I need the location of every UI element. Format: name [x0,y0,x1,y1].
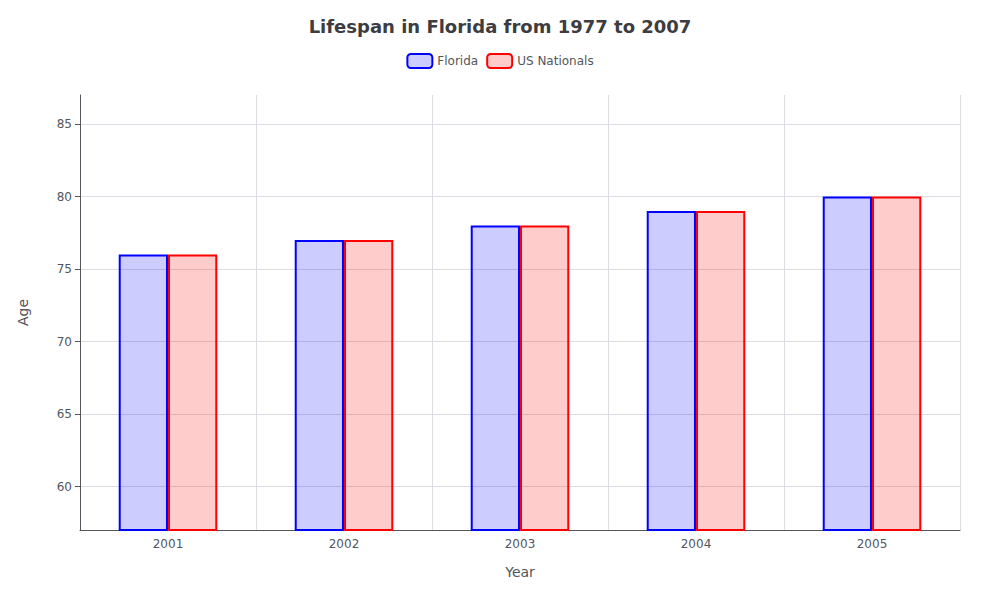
svg-text:65: 65 [57,407,72,421]
svg-text:Year: Year [504,564,535,580]
svg-text:2003: 2003 [505,537,536,551]
svg-text:2001: 2001 [153,537,184,551]
svg-text:2004: 2004 [681,537,712,551]
svg-text:2002: 2002 [329,537,360,551]
svg-text:Lifespan in Florida from 1977: Lifespan in Florida from 1977 to 2007 [309,16,692,37]
svg-text:60: 60 [57,480,72,494]
svg-text:2005: 2005 [857,537,888,551]
svg-text:70: 70 [57,335,72,349]
svg-text:85: 85 [57,117,72,131]
svg-text:75: 75 [57,262,72,276]
svg-text:US Nationals: US Nationals [517,54,593,68]
svg-text:80: 80 [57,190,72,204]
svg-text:Age: Age [15,299,31,326]
svg-text:Florida: Florida [437,54,478,68]
